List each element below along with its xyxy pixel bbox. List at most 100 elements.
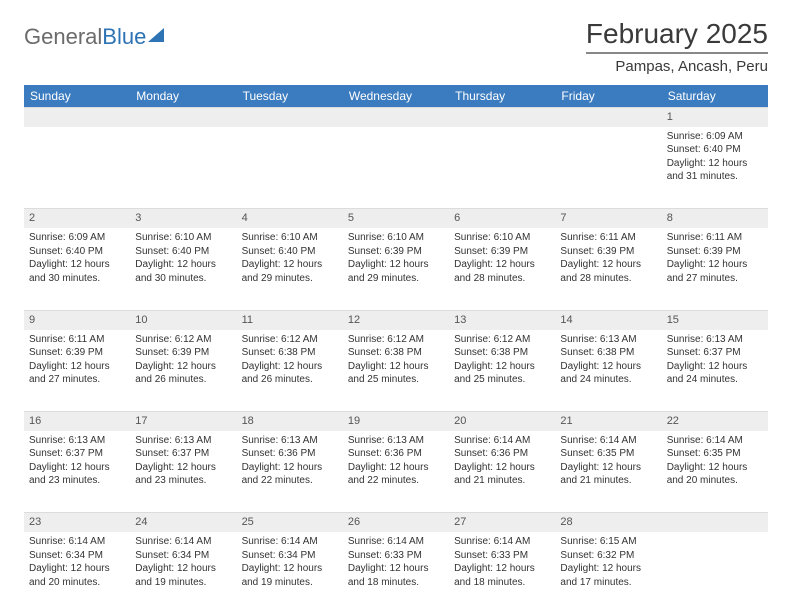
day-number-cell: 28 <box>555 513 661 532</box>
day-info-line: Daylight: 12 hours and 17 minutes. <box>560 562 656 589</box>
day-info-line: Sunrise: 6:14 AM <box>135 535 231 549</box>
day-content-row: Sunrise: 6:09 AMSunset: 6:40 PMDaylight:… <box>24 127 768 209</box>
day-number-cell <box>343 108 449 127</box>
title-block: February 2025 Pampas, Ancash, Peru <box>586 18 768 75</box>
day-info-line: Sunset: 6:40 PM <box>242 245 338 259</box>
day-number-row: 9101112131415 <box>24 310 768 329</box>
day-info-line: Sunrise: 6:12 AM <box>348 333 444 347</box>
day-number-cell: 6 <box>449 209 555 228</box>
day-header: Monday <box>130 85 236 108</box>
day-header-row: Sunday Monday Tuesday Wednesday Thursday… <box>24 85 768 108</box>
day-info-line: Sunset: 6:35 PM <box>667 447 763 461</box>
day-cell-content: Sunrise: 6:11 AMSunset: 6:39 PMDaylight:… <box>560 231 656 285</box>
day-info-line: Daylight: 12 hours and 29 minutes. <box>242 258 338 285</box>
day-cell: Sunrise: 6:12 AMSunset: 6:39 PMDaylight:… <box>130 330 236 412</box>
day-info-line: Sunrise: 6:14 AM <box>454 434 550 448</box>
day-content-row: Sunrise: 6:13 AMSunset: 6:37 PMDaylight:… <box>24 431 768 513</box>
day-cell-content: Sunrise: 6:10 AMSunset: 6:40 PMDaylight:… <box>242 231 338 285</box>
day-info-line: Sunrise: 6:12 AM <box>454 333 550 347</box>
day-cell: Sunrise: 6:13 AMSunset: 6:37 PMDaylight:… <box>130 431 236 513</box>
day-cell-content: Sunrise: 6:12 AMSunset: 6:39 PMDaylight:… <box>135 333 231 387</box>
day-cell <box>24 127 130 209</box>
day-number-cell: 27 <box>449 513 555 532</box>
day-cell: Sunrise: 6:13 AMSunset: 6:36 PMDaylight:… <box>237 431 343 513</box>
day-cell: Sunrise: 6:13 AMSunset: 6:38 PMDaylight:… <box>555 330 661 412</box>
day-cell: Sunrise: 6:14 AMSunset: 6:35 PMDaylight:… <box>662 431 768 513</box>
day-info-line: Sunset: 6:39 PM <box>454 245 550 259</box>
day-cell-content: Sunrise: 6:14 AMSunset: 6:35 PMDaylight:… <box>667 434 763 488</box>
day-cell <box>555 127 661 209</box>
day-cell-content: Sunrise: 6:10 AMSunset: 6:40 PMDaylight:… <box>135 231 231 285</box>
day-info-line: Sunrise: 6:13 AM <box>667 333 763 347</box>
day-number-cell: 5 <box>343 209 449 228</box>
day-number-cell: 17 <box>130 412 236 431</box>
day-info-line: Sunrise: 6:11 AM <box>667 231 763 245</box>
day-info-line: Daylight: 12 hours and 20 minutes. <box>29 562 125 589</box>
day-cell-content: Sunrise: 6:14 AMSunset: 6:34 PMDaylight:… <box>29 535 125 589</box>
day-info-line: Sunset: 6:33 PM <box>454 549 550 563</box>
day-info-line: Daylight: 12 hours and 18 minutes. <box>454 562 550 589</box>
day-info-line: Sunset: 6:38 PM <box>560 346 656 360</box>
day-cell <box>449 127 555 209</box>
day-cell: Sunrise: 6:13 AMSunset: 6:37 PMDaylight:… <box>662 330 768 412</box>
day-number-cell: 13 <box>449 310 555 329</box>
day-info-line: Daylight: 12 hours and 20 minutes. <box>667 461 763 488</box>
logo: GeneralBlue <box>24 18 164 50</box>
location-text: Pampas, Ancash, Peru <box>586 58 768 75</box>
day-info-line: Daylight: 12 hours and 19 minutes. <box>242 562 338 589</box>
day-info-line: Daylight: 12 hours and 24 minutes. <box>560 360 656 387</box>
day-cell-content: Sunrise: 6:09 AMSunset: 6:40 PMDaylight:… <box>667 130 763 184</box>
day-info-line: Sunset: 6:38 PM <box>454 346 550 360</box>
day-info-line: Daylight: 12 hours and 28 minutes. <box>454 258 550 285</box>
day-cell: Sunrise: 6:09 AMSunset: 6:40 PMDaylight:… <box>662 127 768 209</box>
day-info-line: Sunrise: 6:14 AM <box>348 535 444 549</box>
day-info-line: Sunset: 6:34 PM <box>242 549 338 563</box>
day-info-line: Sunset: 6:33 PM <box>348 549 444 563</box>
day-info-line: Sunrise: 6:14 AM <box>667 434 763 448</box>
calendar-table: Sunday Monday Tuesday Wednesday Thursday… <box>24 85 768 614</box>
day-number-cell <box>449 108 555 127</box>
day-info-line: Daylight: 12 hours and 21 minutes. <box>560 461 656 488</box>
day-cell-content: Sunrise: 6:11 AMSunset: 6:39 PMDaylight:… <box>29 333 125 387</box>
day-number-cell: 14 <box>555 310 661 329</box>
day-info-line: Sunset: 6:40 PM <box>667 143 763 157</box>
day-cell-content: Sunrise: 6:10 AMSunset: 6:39 PMDaylight:… <box>454 231 550 285</box>
day-cell: Sunrise: 6:10 AMSunset: 6:39 PMDaylight:… <box>343 228 449 310</box>
day-info-line: Sunrise: 6:10 AM <box>454 231 550 245</box>
day-cell: Sunrise: 6:10 AMSunset: 6:40 PMDaylight:… <box>237 228 343 310</box>
day-cell: Sunrise: 6:14 AMSunset: 6:34 PMDaylight:… <box>130 532 236 614</box>
day-number-cell: 12 <box>343 310 449 329</box>
day-info-line: Sunrise: 6:11 AM <box>29 333 125 347</box>
day-info-line: Sunrise: 6:15 AM <box>560 535 656 549</box>
day-info-line: Sunrise: 6:10 AM <box>135 231 231 245</box>
day-cell: Sunrise: 6:10 AMSunset: 6:39 PMDaylight:… <box>449 228 555 310</box>
day-info-line: Daylight: 12 hours and 26 minutes. <box>135 360 231 387</box>
day-cell: Sunrise: 6:10 AMSunset: 6:40 PMDaylight:… <box>130 228 236 310</box>
day-cell-content: Sunrise: 6:14 AMSunset: 6:33 PMDaylight:… <box>454 535 550 589</box>
day-cell-content: Sunrise: 6:13 AMSunset: 6:38 PMDaylight:… <box>560 333 656 387</box>
day-cell: Sunrise: 6:09 AMSunset: 6:40 PMDaylight:… <box>24 228 130 310</box>
day-info-line: Sunset: 6:39 PM <box>135 346 231 360</box>
day-header: Thursday <box>449 85 555 108</box>
day-info-line: Daylight: 12 hours and 23 minutes. <box>135 461 231 488</box>
day-cell <box>662 532 768 614</box>
header: GeneralBlue February 2025 Pampas, Ancash… <box>24 18 768 75</box>
day-info-line: Daylight: 12 hours and 30 minutes. <box>135 258 231 285</box>
day-cell-content: Sunrise: 6:15 AMSunset: 6:32 PMDaylight:… <box>560 535 656 589</box>
day-cell: Sunrise: 6:15 AMSunset: 6:32 PMDaylight:… <box>555 532 661 614</box>
day-info-line: Sunrise: 6:14 AM <box>29 535 125 549</box>
day-info-line: Sunrise: 6:14 AM <box>560 434 656 448</box>
day-number-cell <box>24 108 130 127</box>
day-info-line: Sunset: 6:34 PM <box>135 549 231 563</box>
day-info-line: Sunrise: 6:13 AM <box>348 434 444 448</box>
day-cell-content: Sunrise: 6:14 AMSunset: 6:34 PMDaylight:… <box>135 535 231 589</box>
day-cell: Sunrise: 6:13 AMSunset: 6:37 PMDaylight:… <box>24 431 130 513</box>
day-info-line: Daylight: 12 hours and 31 minutes. <box>667 157 763 184</box>
day-info-line: Sunrise: 6:09 AM <box>29 231 125 245</box>
day-info-line: Sunrise: 6:12 AM <box>135 333 231 347</box>
day-content-row: Sunrise: 6:11 AMSunset: 6:39 PMDaylight:… <box>24 330 768 412</box>
logo-word-2: Blue <box>102 24 146 50</box>
day-header: Wednesday <box>343 85 449 108</box>
day-cell: Sunrise: 6:14 AMSunset: 6:36 PMDaylight:… <box>449 431 555 513</box>
day-info-line: Daylight: 12 hours and 28 minutes. <box>560 258 656 285</box>
